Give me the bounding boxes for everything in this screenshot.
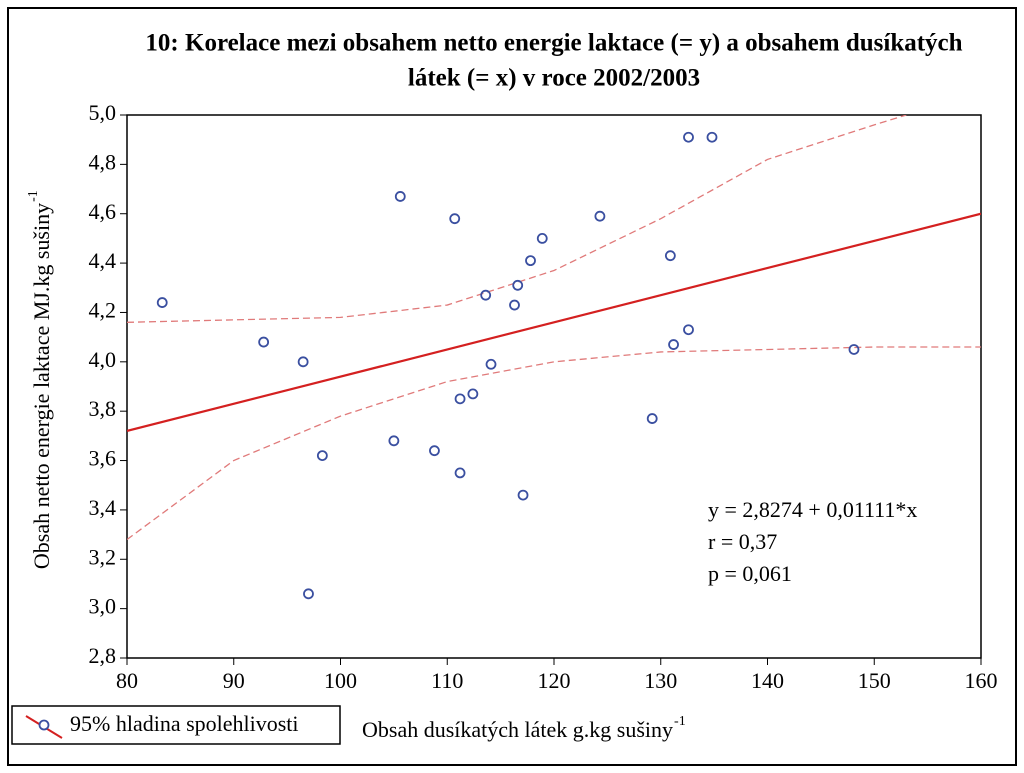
data-point	[668, 339, 679, 350]
frame	[7, 7, 1017, 766]
legend-marker	[38, 719, 50, 731]
data-point	[388, 435, 400, 447]
data-point	[536, 233, 548, 244]
y-axis-label-group: Obsah netto energie laktace MJ.kg sušiny…	[26, 190, 54, 569]
y-tick-label: 2,8	[89, 643, 117, 668]
y-tick-label: 3,6	[89, 446, 117, 471]
y-tick-label: 4,0	[89, 347, 117, 372]
plot-area	[126, 114, 982, 659]
x-tick-label: 130	[644, 668, 677, 693]
data-point	[485, 358, 497, 370]
data-point	[156, 297, 168, 308]
data-point	[848, 344, 860, 355]
y-tick-label: 3,4	[89, 495, 117, 520]
annotation: p = 0,061	[708, 561, 792, 586]
y-tick-label: 4,2	[89, 298, 117, 323]
y-tick-label: 4,8	[89, 149, 117, 174]
data-point	[525, 255, 536, 267]
data-point	[449, 213, 461, 225]
legend-label: 95% hladina spolehlivosti	[70, 711, 299, 736]
y-axis-label: Obsah netto energie laktace MJ.kg sušiny	[29, 203, 54, 569]
annotation: y = 2,8274 + 0,01111*x	[708, 497, 917, 522]
y-tick-label: 3,8	[89, 396, 117, 421]
confidence-band	[127, 346, 981, 541]
y-tick-label: 4,6	[89, 199, 117, 224]
chart-title: 10: Korelace mezi obsahem netto energie …	[145, 30, 962, 57]
data-point	[706, 131, 718, 143]
data-point	[517, 489, 529, 501]
data-point	[467, 388, 479, 400]
x-axis-label-sup: -1	[674, 714, 686, 729]
y-tick-label: 3,0	[89, 594, 117, 619]
data-point	[258, 336, 270, 348]
x-axis-label: Obsah dusíkatých látek g.kg sušiny	[362, 717, 673, 742]
x-tick-label: 90	[223, 668, 245, 693]
data-point	[683, 324, 694, 336]
legend-box	[11, 705, 341, 745]
regression-line	[127, 212, 981, 432]
data-point	[646, 413, 658, 424]
x-tick-label: 80	[116, 668, 138, 693]
data-point	[480, 289, 492, 301]
data-point	[683, 131, 694, 143]
data-point	[454, 393, 466, 405]
annotation: r = 0,37	[708, 529, 777, 554]
data-point	[394, 191, 406, 202]
data-point	[316, 450, 328, 462]
x-tick-label: 160	[965, 668, 998, 693]
confidence-band	[127, 115, 907, 323]
data-point	[664, 250, 676, 262]
y-tick-label: 5,0	[89, 100, 117, 125]
y-tick-label: 3,2	[89, 544, 117, 569]
data-point	[297, 356, 309, 368]
data-point	[303, 588, 314, 600]
x-tick-label: 150	[858, 668, 891, 693]
data-point	[509, 299, 520, 311]
x-tick-label: 110	[431, 668, 463, 693]
x-tick-label: 120	[538, 668, 571, 693]
y-tick-label: 4,4	[89, 248, 117, 273]
data-point	[454, 467, 466, 479]
plot-content	[127, 115, 981, 600]
x-tick-label: 100	[324, 668, 357, 693]
y-axis-label-sup: -1	[26, 190, 41, 202]
data-point	[429, 445, 440, 457]
chart-title: látek (= x) v roce 2002/2003	[408, 65, 700, 92]
data-point	[594, 210, 606, 222]
x-tick-label: 140	[751, 668, 784, 693]
data-point	[512, 279, 524, 291]
